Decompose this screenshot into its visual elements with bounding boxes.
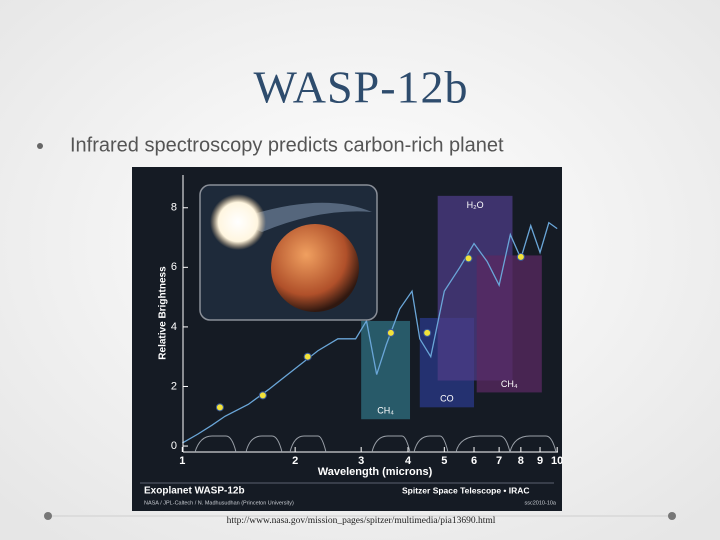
x-tick-label: 10 [551,455,563,467]
data-point [303,352,312,361]
band-label: H₂O [467,200,484,210]
inset-illustration [199,184,378,321]
band-label: CO [440,394,454,404]
figure-title: Exoplanet WASP-12b [144,486,245,497]
y-tick-label: 0 [171,440,177,452]
model-spectrum [181,221,558,444]
data-point [423,328,432,337]
data-point [516,252,525,261]
y-tick-label: 2 [171,380,177,392]
y-axis-label: Relative Brightness [158,266,169,360]
x-axis-label: Wavelength (microns) [318,466,433,478]
band-label: CH₄ [377,406,394,416]
source-url: http://www.nasa.gov/mission_pages/spitze… [227,516,496,526]
filter-curves [194,435,557,453]
y-tick-label: 6 [171,261,177,273]
slide-decoration [44,512,676,520]
y-tick-label: 8 [171,202,177,214]
data-point [258,391,267,400]
x-tick-label: 9 [537,455,543,467]
data-point [215,403,224,412]
figure-mission: Spitzer Space Telescope • IRAC [402,485,530,495]
figure-credit: NASA / JPL-Caltech / N. Madhusudhan (Pri… [144,500,294,506]
x-tick-label: 6 [471,455,477,467]
x-tick-label: 4 [405,455,412,467]
bullet-dot [37,143,43,149]
x-tick-label: 1 [179,455,185,467]
y-tick-label: 4 [171,321,177,333]
band-region [476,255,542,393]
band-region [361,320,411,420]
x-tick-label: 3 [358,455,364,467]
figure-id: ssc2010-10a [525,500,557,506]
data-point [386,328,395,337]
band-label: CH₄ [501,379,518,389]
data-point [464,254,473,263]
slide-title: WASP-12b [253,62,468,113]
x-tick-label: 7 [496,455,502,467]
x-tick-label: 8 [518,455,524,467]
x-tick-label: 2 [292,455,298,467]
x-tick-label: 5 [441,455,447,467]
bullet-text: Infrared spectroscopy predicts carbon-ri… [70,134,504,156]
